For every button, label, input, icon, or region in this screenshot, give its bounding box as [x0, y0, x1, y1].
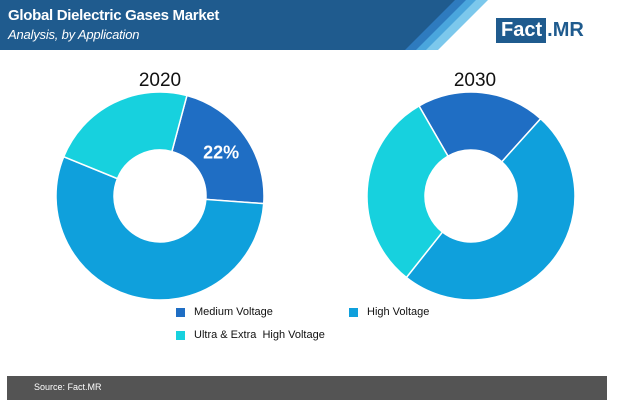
donut-2020-slice-0-label: 22% [203, 143, 239, 163]
chart-title: Global Dielectric Gases Market [8, 7, 220, 24]
donut-2020-slice-2 [62, 91, 188, 180]
legend-item-medium-voltage: Medium Voltage [176, 306, 273, 318]
header-banner-shape [0, 0, 488, 50]
legend-item-high-voltage: High Voltage [349, 306, 429, 318]
source-text: Source: Fact.MR [34, 382, 102, 392]
donut-2020-slice-1 [55, 155, 265, 301]
chart-subtitle: Analysis, by Application [8, 27, 140, 42]
legend-swatch-high-voltage [349, 307, 358, 317]
legend-label-medium-voltage: Medium Voltage [194, 306, 273, 318]
logo-mr-text: MR [552, 19, 584, 41]
logo-dot: . [547, 19, 553, 41]
header-banner: Global Dielectric Gases Market Analysis,… [0, 0, 633, 56]
legend-label-ultra-extra-high-voltage: Ultra & Extra High Voltage [194, 329, 325, 341]
donut-title-2020: 2020 [138, 70, 182, 91]
donut-2020-slice-0 [170, 94, 265, 205]
donut-2030-slice-0 [417, 91, 542, 163]
legend-swatch-ultra-extra-high-voltage [176, 330, 185, 340]
legend-swatch-medium-voltage [176, 307, 185, 317]
legend-label-high-voltage: High Voltage [367, 306, 430, 318]
legend-item-ultra-extra-high-voltage: Ultra & Extra High Voltage [176, 329, 325, 341]
donut-2030-slice-1 [405, 117, 576, 301]
factmr-logo: Fact. MR [496, 18, 584, 43]
donut-title-2030: 2030 [453, 70, 497, 91]
source-footer: Source: Fact.MR [7, 376, 607, 400]
donut-2030-slice-2 [366, 104, 450, 279]
logo-main-text: Fact [496, 18, 547, 43]
